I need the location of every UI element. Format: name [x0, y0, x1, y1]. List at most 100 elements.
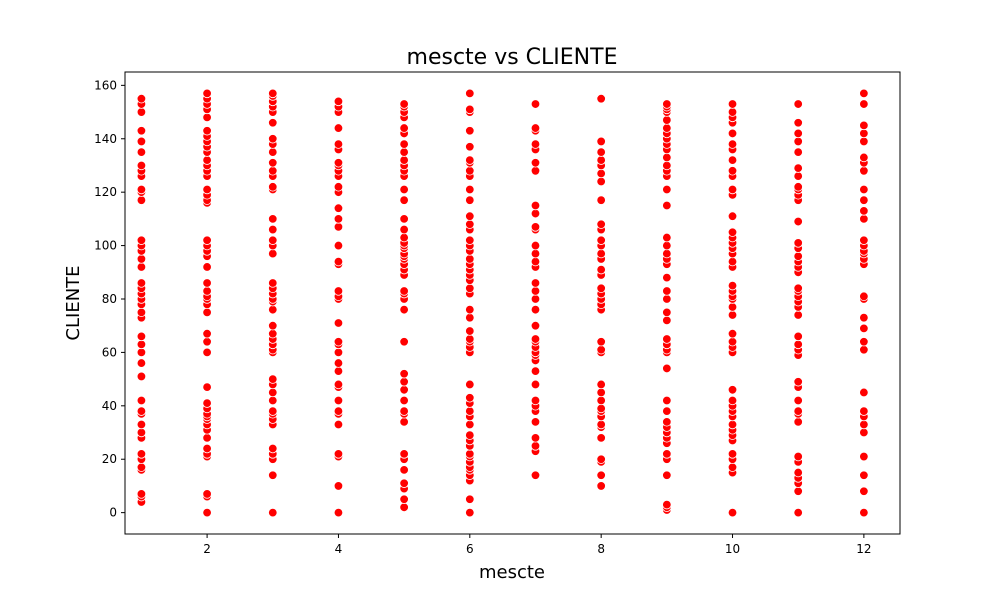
data-point [530, 158, 541, 168]
data-point [530, 395, 541, 406]
data-point [859, 120, 869, 131]
data-point [399, 369, 409, 379]
data-point [465, 88, 475, 99]
data-point [859, 88, 869, 99]
data-point [859, 507, 869, 518]
data-point [596, 176, 606, 187]
x-tick-label: 6 [466, 542, 474, 556]
data-point [662, 272, 672, 283]
data-point [596, 403, 606, 414]
data-point [465, 393, 475, 403]
data-point [793, 216, 803, 227]
data-point [793, 331, 803, 342]
data-point [662, 499, 672, 510]
data-point [136, 371, 147, 382]
data-point [465, 312, 475, 323]
data-point [662, 470, 672, 480]
data-point [268, 406, 278, 416]
data-point [596, 195, 606, 205]
data-point [268, 443, 278, 454]
data-point [662, 200, 672, 211]
data-point [202, 443, 212, 454]
data-point [399, 224, 409, 235]
data-point [202, 382, 212, 392]
data-point [530, 139, 541, 149]
data-point [465, 142, 475, 152]
data-point [202, 489, 212, 499]
data-point [727, 99, 738, 109]
data-point [333, 318, 344, 328]
data-point [465, 304, 475, 315]
data-point [333, 366, 344, 376]
data-point [596, 379, 606, 390]
data-point [859, 195, 869, 205]
data-point [793, 163, 803, 173]
data-point [136, 358, 147, 368]
data-point [662, 449, 672, 459]
data-point [202, 329, 212, 339]
data-point [333, 481, 344, 491]
data-point [662, 152, 672, 163]
data-point [465, 254, 475, 264]
x-tick-label: 8 [597, 542, 605, 556]
data-point [136, 307, 147, 318]
data-point [136, 489, 147, 499]
data-point [399, 465, 409, 475]
data-point [793, 283, 803, 294]
data-point [530, 208, 541, 219]
data-point [596, 235, 606, 245]
data-point [136, 406, 147, 416]
data-point [399, 195, 409, 205]
data-point [268, 374, 278, 384]
data-point [465, 379, 475, 390]
data-point [530, 248, 541, 259]
data-point [727, 227, 738, 237]
x-tick-label: 12 [856, 542, 871, 556]
data-point [662, 99, 672, 109]
data-point [399, 232, 409, 243]
data-point [465, 326, 475, 336]
data-point [202, 307, 212, 318]
data-point [859, 419, 869, 430]
data-point [136, 462, 147, 472]
data-point [333, 222, 344, 232]
data-point [662, 363, 672, 374]
data-point [662, 294, 672, 304]
data-point [399, 449, 409, 459]
data-point [662, 286, 672, 296]
data-point [530, 441, 541, 451]
data-point [202, 286, 212, 296]
data-point [333, 240, 344, 251]
data-point [136, 331, 147, 342]
data-point [859, 184, 869, 195]
y-tick-label: 160 [94, 78, 117, 92]
data-point [333, 96, 344, 107]
data-point [465, 449, 475, 459]
data-point [465, 166, 475, 176]
data-point [859, 206, 869, 216]
data-point [136, 395, 147, 406]
data-point [793, 136, 803, 147]
data-point [268, 134, 278, 144]
data-point [465, 283, 475, 294]
data-point [530, 379, 541, 390]
data-point [399, 99, 409, 109]
data-point [136, 94, 147, 104]
data-point [859, 166, 869, 176]
data-point [268, 387, 278, 398]
data-point [136, 107, 147, 117]
data-point [727, 395, 738, 406]
data-point [596, 147, 606, 157]
data-point [596, 345, 606, 355]
data-point [793, 310, 803, 320]
data-point [727, 302, 738, 312]
data-point [662, 248, 672, 259]
data-point [662, 123, 672, 133]
y-tick-label: 0 [109, 506, 117, 520]
data-point [727, 166, 738, 176]
data-point [136, 419, 147, 430]
data-point [859, 152, 869, 163]
data-point [268, 166, 278, 176]
data-point [662, 315, 672, 326]
